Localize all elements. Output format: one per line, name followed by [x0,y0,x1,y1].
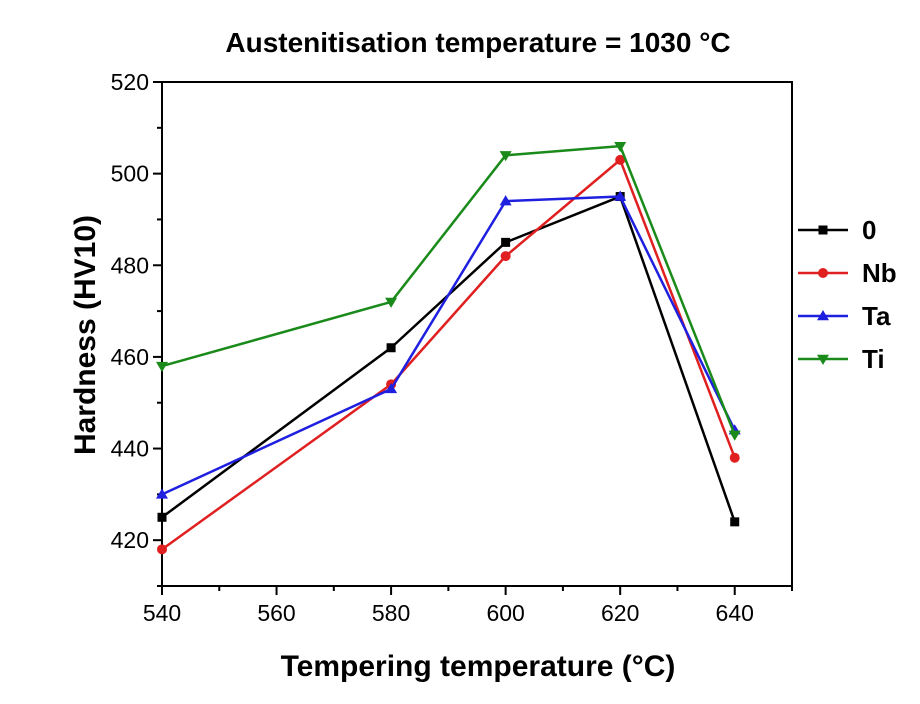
y-tick-label: 520 [111,69,149,95]
data-point-ti [385,297,398,308]
data-point-nb [729,452,740,463]
x-axis-ticks: 540 560 580 600 620 640 [143,586,793,626]
legend-label-nb: Nb [862,258,897,288]
data-point-ti [614,141,627,153]
x-tick-label: 620 [601,600,639,626]
y-axis-label: Hardness (HV10) [69,215,102,455]
x-tick-label: 540 [143,600,181,626]
series-ti [156,141,741,441]
legend-item-nb: Nb [798,258,897,288]
y-axis-ticks: 420 440 460 480 500 520 [111,69,162,587]
data-point-nb [500,251,511,262]
y-tick-label: 440 [111,436,149,462]
data-point-ta [614,190,627,201]
legend: 0 Nb Ta Ti [798,215,897,374]
data-point-0 [386,343,396,353]
legend-item-ta: Ta [798,301,891,331]
legend-marker-ti [817,354,829,365]
chart-title: Austenitisation temperature = 1030 °C [225,27,730,58]
data-point-0 [501,237,511,247]
legend-marker-nb [818,268,828,278]
x-tick-label: 560 [257,600,295,626]
legend-label-ta: Ta [862,301,891,331]
x-axis-label: Tempering temperature (°C) [281,650,676,683]
data-point-ta [156,488,168,499]
data-point-ti [728,430,741,441]
x-tick-label: 600 [486,600,524,626]
data-point-ta [499,195,512,206]
legend-marker-ta [817,310,829,321]
series-line-0 [161,195,736,523]
x-tick-label: 640 [716,600,754,626]
series-nb [157,154,740,555]
data-point-0 [730,517,740,527]
legend-label-ti: Ti [862,344,885,374]
legend-marker-0 [818,225,828,235]
series-ta [156,190,741,499]
data-point-ti [499,151,512,162]
data-point-ti [156,361,168,373]
series-line-ta [161,195,736,496]
series-layer [156,141,741,555]
x-tick-label: 580 [372,600,410,626]
data-point-ta [385,382,398,394]
legend-item-ti: Ti [798,344,885,374]
data-point-0 [157,512,167,522]
data-point-nb [157,544,167,555]
legend-label-0: 0 [862,215,876,245]
legend-item-0: 0 [798,215,876,245]
y-tick-label: 460 [111,344,149,370]
plot-border [161,81,793,587]
y-tick-label: 480 [111,252,149,278]
y-tick-label: 420 [111,527,149,553]
series-line-ti [161,144,736,436]
plot-frame [161,81,793,587]
data-point-nb [615,154,626,165]
y-tick-label: 500 [111,161,149,187]
